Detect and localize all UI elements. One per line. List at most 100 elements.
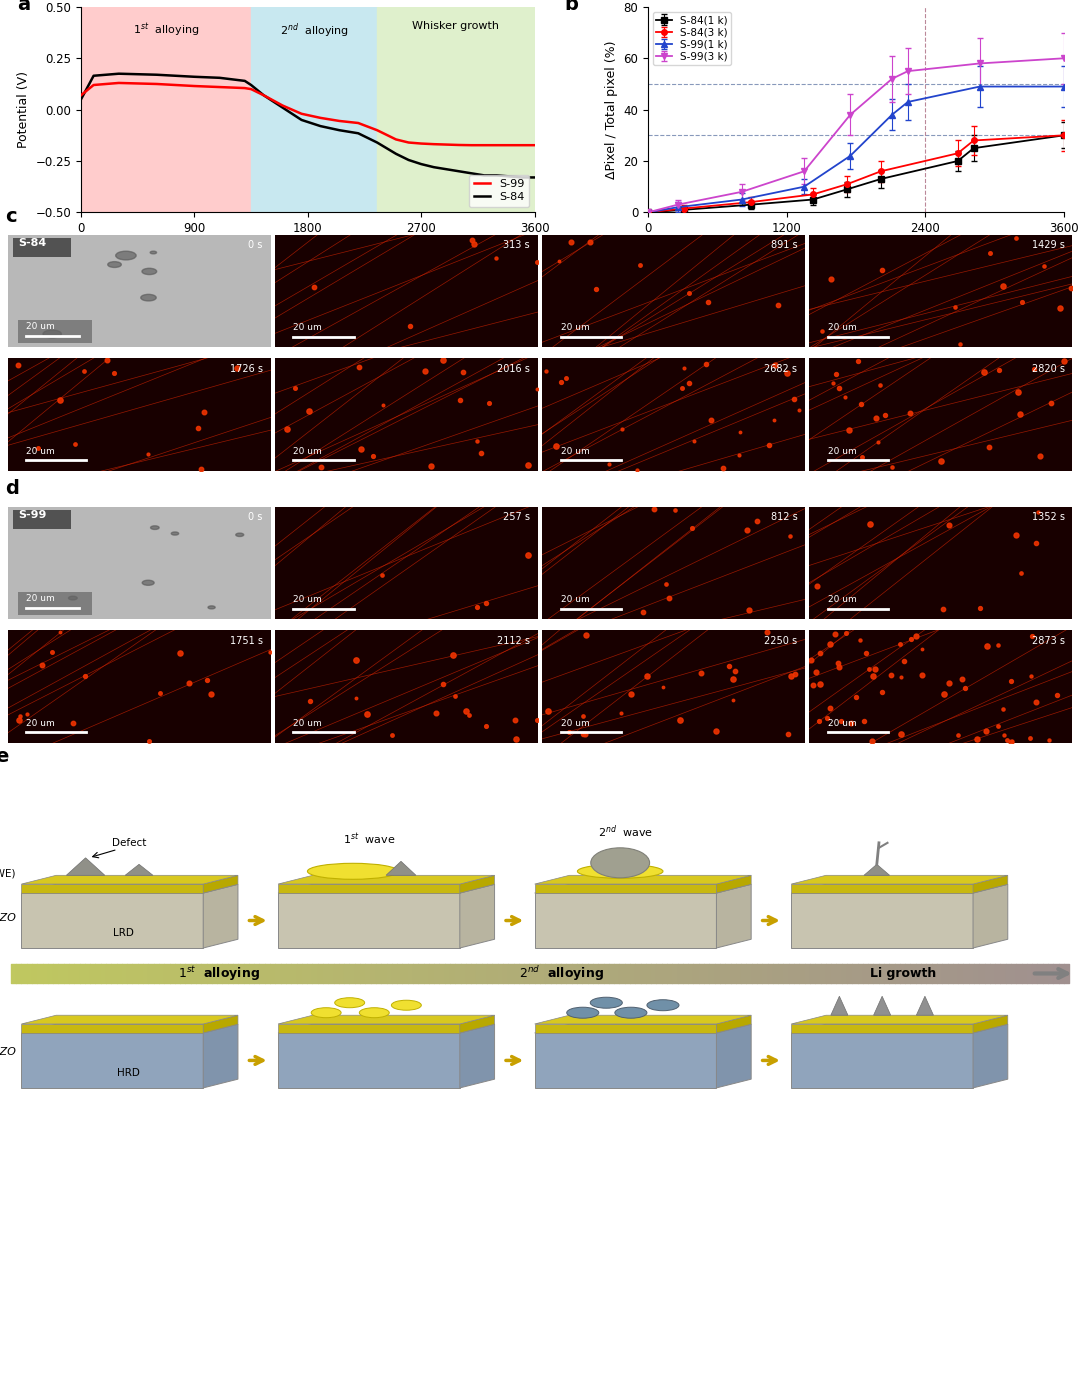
Text: 891 s: 891 s <box>771 240 797 250</box>
Polygon shape <box>125 865 153 876</box>
Polygon shape <box>278 892 460 948</box>
Polygon shape <box>716 884 752 948</box>
Text: S-99: S-99 <box>18 509 46 520</box>
Text: 20 um: 20 um <box>561 323 590 332</box>
Text: Defect: Defect <box>112 838 147 848</box>
Bar <box>251 7 377 212</box>
Polygon shape <box>535 892 716 948</box>
Text: 20 um: 20 um <box>26 322 55 332</box>
Text: e: e <box>0 747 8 766</box>
X-axis label: Time  (s): Time (s) <box>828 240 883 254</box>
Text: d: d <box>5 479 19 498</box>
Polygon shape <box>278 884 495 892</box>
Circle shape <box>150 251 157 254</box>
Text: LLZO: LLZO <box>0 1047 16 1058</box>
Ellipse shape <box>647 999 679 1010</box>
Text: Li growth: Li growth <box>870 967 936 980</box>
Polygon shape <box>278 1024 495 1033</box>
Text: 1726 s: 1726 s <box>230 364 262 373</box>
Point <box>1049 139 1066 161</box>
Legend: S-99, S-84: S-99, S-84 <box>469 175 529 207</box>
Text: 20 um: 20 um <box>26 447 55 455</box>
Text: 257 s: 257 s <box>503 512 530 522</box>
Polygon shape <box>22 1033 203 1088</box>
Polygon shape <box>460 884 495 948</box>
Polygon shape <box>792 1024 1008 1033</box>
Text: 20 um: 20 um <box>561 447 590 455</box>
Circle shape <box>68 597 77 600</box>
Text: 1$^{st}$  alloying: 1$^{st}$ alloying <box>133 21 199 39</box>
Polygon shape <box>792 892 973 948</box>
Circle shape <box>140 294 157 301</box>
Ellipse shape <box>567 1008 598 1019</box>
Point <box>1038 598 1055 620</box>
Bar <box>81 7 251 212</box>
Circle shape <box>143 580 154 586</box>
Point <box>230 472 247 494</box>
Point <box>747 164 765 186</box>
Point <box>403 203 420 225</box>
Text: 0 s: 0 s <box>248 240 262 250</box>
Polygon shape <box>916 997 933 1015</box>
Text: 20 um: 20 um <box>26 719 55 727</box>
Polygon shape <box>535 884 752 892</box>
Point <box>719 298 737 321</box>
Polygon shape <box>535 876 752 884</box>
Polygon shape <box>792 884 973 892</box>
Point <box>1053 601 1070 623</box>
Polygon shape <box>864 865 890 876</box>
FancyBboxPatch shape <box>18 321 92 343</box>
Text: 20 um: 20 um <box>828 595 856 604</box>
Circle shape <box>116 251 136 260</box>
Text: 20 um: 20 um <box>561 595 590 604</box>
Text: 20 um: 20 um <box>294 595 322 604</box>
Polygon shape <box>203 884 238 948</box>
Text: 1751 s: 1751 s <box>230 636 262 645</box>
Text: $1^{st}$  wave: $1^{st}$ wave <box>342 831 395 847</box>
Polygon shape <box>22 884 238 892</box>
Text: Au(WE): Au(WE) <box>0 868 16 879</box>
Polygon shape <box>716 1015 752 1033</box>
Circle shape <box>235 533 244 537</box>
Polygon shape <box>278 1033 460 1088</box>
Text: 1429 s: 1429 s <box>1031 240 1065 250</box>
Polygon shape <box>535 884 716 892</box>
Polygon shape <box>973 1015 1008 1033</box>
Ellipse shape <box>311 1008 341 1017</box>
Circle shape <box>208 605 215 609</box>
Text: 20 um: 20 um <box>26 594 55 604</box>
Text: LRD: LRD <box>112 929 134 938</box>
Polygon shape <box>535 1033 716 1088</box>
Polygon shape <box>831 997 848 1015</box>
Polygon shape <box>716 1024 752 1088</box>
Text: 20 um: 20 um <box>828 323 856 332</box>
Polygon shape <box>792 1033 973 1088</box>
Polygon shape <box>278 1024 460 1033</box>
Text: S-84: S-84 <box>18 237 46 248</box>
Point <box>730 500 747 522</box>
Polygon shape <box>535 1024 752 1033</box>
Point <box>716 387 733 409</box>
Point <box>963 150 981 172</box>
Text: Whisker growth: Whisker growth <box>413 21 499 32</box>
Polygon shape <box>22 1015 238 1024</box>
Circle shape <box>43 330 62 337</box>
Polygon shape <box>792 884 1008 892</box>
Point <box>1035 430 1052 452</box>
Polygon shape <box>278 1015 495 1024</box>
Text: 2250 s: 2250 s <box>765 636 797 645</box>
Text: 2682 s: 2682 s <box>765 364 797 373</box>
Point <box>1000 250 1017 272</box>
Ellipse shape <box>308 863 399 880</box>
Text: 20 um: 20 um <box>561 719 590 727</box>
Polygon shape <box>460 1024 495 1088</box>
Point <box>1031 146 1049 168</box>
Polygon shape <box>278 876 495 884</box>
Polygon shape <box>460 876 495 892</box>
Text: a: a <box>17 0 30 14</box>
Bar <box>377 7 535 212</box>
Text: $1^{st}$  alloying: $1^{st}$ alloying <box>178 965 260 983</box>
X-axis label: Time (s): Time (s) <box>282 240 334 254</box>
Polygon shape <box>203 1015 238 1033</box>
Ellipse shape <box>615 1008 647 1019</box>
